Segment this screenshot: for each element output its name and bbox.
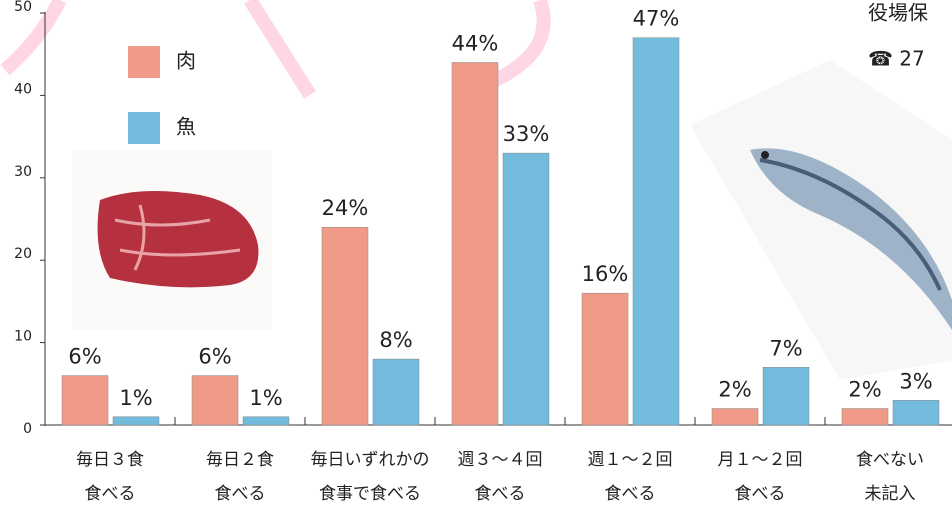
meat-image xyxy=(72,150,272,330)
x-tick-label: 毎日２食 xyxy=(206,450,274,470)
bar xyxy=(633,38,679,425)
value-label: 3% xyxy=(899,369,932,393)
x-tick-label: 食べる xyxy=(215,484,266,504)
value-label: 47% xyxy=(633,7,680,31)
y-tick-label: 40 xyxy=(14,81,32,97)
value-label: 8% xyxy=(379,328,412,352)
x-tick-label: 食べる xyxy=(605,484,656,504)
value-label: 24% xyxy=(322,196,369,220)
bar xyxy=(192,376,238,425)
bar xyxy=(113,417,159,425)
bar xyxy=(582,293,628,425)
bar xyxy=(763,367,809,425)
value-label: 2% xyxy=(848,378,881,402)
bar xyxy=(712,409,758,425)
x-tick-label: 食べない xyxy=(856,450,924,470)
value-label: 7% xyxy=(769,336,802,360)
value-label: 1% xyxy=(119,386,152,410)
value-label: 16% xyxy=(582,262,629,286)
x-tick-label: 週３～４回 xyxy=(458,450,543,470)
chart: 役場保 ☎ 27 0 10 20 30 40 50 肉魚毎日３食食べる 6% 1% 毎日２食食べる… xyxy=(0,0,952,508)
x-tick-label: 週１～２回 xyxy=(588,450,673,470)
legend-swatch xyxy=(128,112,160,144)
x-tick-label: 食事で食べる xyxy=(319,484,421,504)
bar xyxy=(503,153,549,425)
x-tick-label: 食べる xyxy=(735,484,786,504)
legend-label: 肉 xyxy=(176,49,196,73)
value-label: 6% xyxy=(68,345,101,369)
bar xyxy=(62,376,108,425)
value-label: 1% xyxy=(249,386,282,410)
x-tick-label: 未記入 xyxy=(865,484,916,504)
value-label: 44% xyxy=(452,31,499,55)
bar xyxy=(842,409,888,425)
fish-image xyxy=(690,60,952,380)
bar xyxy=(893,400,939,425)
x-tick-label: 食べる xyxy=(475,484,526,504)
bar xyxy=(452,62,498,425)
y-tick-label: 10 xyxy=(14,329,32,345)
y-tick-label: 30 xyxy=(14,164,32,180)
y-tick-label: 50 xyxy=(14,0,32,15)
x-tick-label: 毎日いずれかの xyxy=(311,450,430,470)
value-label: 2% xyxy=(718,378,751,402)
x-tick-label: 食べる xyxy=(85,484,136,504)
bar xyxy=(373,359,419,425)
legend-label: 魚 xyxy=(176,115,196,139)
y-tick-label: 20 xyxy=(14,246,32,262)
x-tick-label: 月１～２回 xyxy=(718,450,803,470)
x-tick-label: 毎日３食 xyxy=(76,450,144,470)
annotation: 役場保 xyxy=(868,1,928,25)
annotation: ☎ 27 xyxy=(868,47,925,71)
legend-swatch xyxy=(128,46,160,78)
bar xyxy=(322,227,368,425)
value-label: 6% xyxy=(198,345,231,369)
value-label: 33% xyxy=(503,122,550,146)
y-tick-label: 0 xyxy=(23,421,32,437)
bar xyxy=(243,417,289,425)
